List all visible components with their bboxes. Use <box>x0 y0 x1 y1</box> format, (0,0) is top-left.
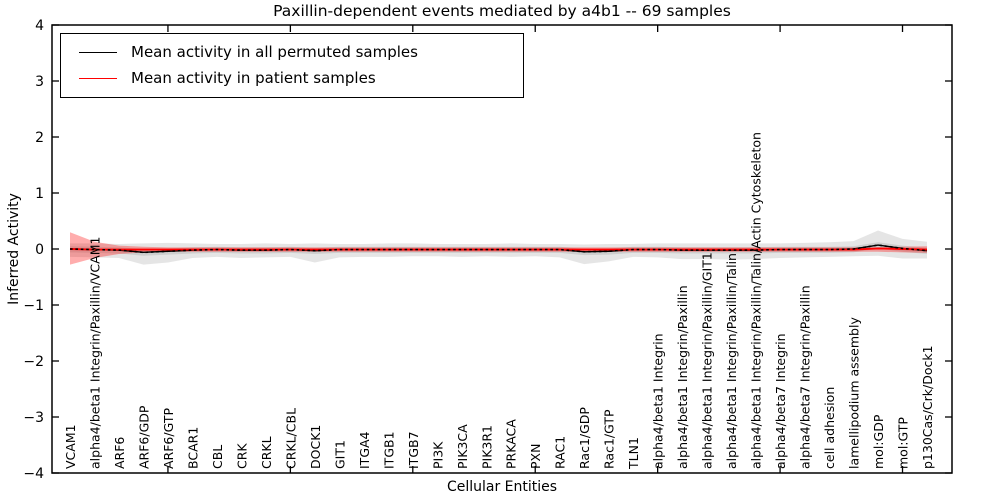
y-tick-label: 1 <box>35 186 44 202</box>
legend-item-permuted: Mean activity in all permuted samples <box>61 39 523 65</box>
y-tick-label: −2 <box>23 354 44 370</box>
category-label: alpha4/beta7 Integrin/Paxillin <box>798 285 813 469</box>
legend-item-patient: Mean activity in patient samples <box>61 65 523 91</box>
category-label: PI3K <box>430 441 445 469</box>
y-tick-label: 0 <box>35 242 44 258</box>
category-label: RAC1 <box>553 436 568 469</box>
category-label: CBL <box>210 445 225 469</box>
category-label: ARF6/GTP <box>161 408 176 469</box>
category-label: mol:GTP <box>896 417 911 469</box>
permuted-line-sample <box>79 51 117 53</box>
y-tick-label: 3 <box>35 74 44 90</box>
category-label: GIT1 <box>332 440 347 469</box>
category-label: alpha4/beta1 Integrin/Paxillin <box>675 285 690 469</box>
chart-title: Paxillin-dependent events mediated by a4… <box>273 2 731 20</box>
category-label: alpha4/beta1 Integrin/Paxillin/Talin/Act… <box>749 132 764 469</box>
category-label: alpha4/beta1 Integrin/Paxillin/GIT1 <box>700 252 715 469</box>
category-label: ITGB7 <box>406 431 421 469</box>
permuted-samples-range-band <box>70 230 927 265</box>
category-label: CRKL <box>259 436 274 469</box>
category-label: cell adhesion <box>822 387 837 469</box>
category-label: alpha4/beta1 Integrin/Paxillin/Talin <box>724 253 739 469</box>
category-label: Rac1/GDP <box>577 407 592 469</box>
x-axis-label: Cellular Entities <box>446 479 558 495</box>
category-label: lamellipodium assembly <box>847 317 862 469</box>
category-label: CRKL/CBL <box>283 408 298 469</box>
y-tick-label: 4 <box>35 18 44 34</box>
category-label: BCAR1 <box>185 427 200 469</box>
category-label: ITGA4 <box>357 431 372 469</box>
category-label: ARF6 <box>112 437 127 469</box>
category-label: PIK3CA <box>455 424 470 469</box>
category-label: alpha4/beta7 Integrin <box>773 333 788 469</box>
category-label: ITGB1 <box>381 431 396 469</box>
category-label: TLN1 <box>626 437 641 470</box>
category-label: ARF6/GDP <box>136 405 151 469</box>
y-tick-label: −1 <box>23 298 44 314</box>
category-label: DOCK1 <box>308 425 323 469</box>
y-tick-label: 2 <box>35 130 44 146</box>
legend-label-patient: Mean activity in patient samples <box>131 69 376 87</box>
category-label: CRK <box>234 443 249 469</box>
legend-box: Mean activity in all permuted samples Me… <box>60 33 524 98</box>
category-label: alpha4/beta1 Integrin/Paxillin/VCAM1 <box>87 237 102 469</box>
category-label: mol:GDP <box>871 414 886 469</box>
patient-samples-range-band <box>70 232 927 265</box>
category-label: Rac1/GTP <box>602 409 617 469</box>
category-label: VCAM1 <box>63 424 78 469</box>
category-label: alpha4/beta1 Integrin <box>651 333 666 469</box>
y-tick-label: −3 <box>23 410 44 426</box>
category-label: p130Cas/Crk/Dock1 <box>920 345 935 469</box>
category-label: PXN <box>528 444 543 469</box>
legend-label-permuted: Mean activity in all permuted samples <box>131 43 418 61</box>
category-label: PRKACA <box>504 419 519 469</box>
y-axis-label: Inferred Activity <box>6 193 22 305</box>
permuted-mean-dashes <box>69 244 928 254</box>
category-label: PIK3R1 <box>479 425 494 469</box>
patient-line-sample <box>79 77 117 79</box>
y-tick-label: −4 <box>23 466 44 482</box>
